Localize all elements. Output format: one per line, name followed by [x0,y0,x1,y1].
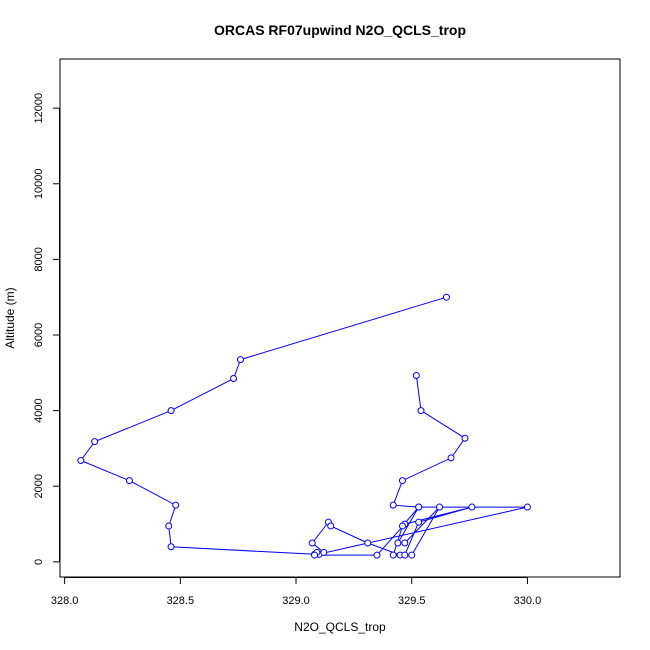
data-point [165,522,173,530]
data-point [401,551,409,559]
data-point [373,551,381,559]
y-tick-label: 12000 [33,93,45,124]
data-point [468,503,476,511]
x-tick-label: 330.0 [514,595,542,607]
data-point [415,518,423,526]
data-point [308,539,316,547]
data-point [167,407,175,415]
data-point [523,503,531,511]
data-point [398,477,406,485]
x-axis: 328.0 328.5 329.0 329.5 330.0 [51,577,541,607]
data-point [412,371,420,379]
chart-title: ORCAS RF07upwind N2O_QCLS_trop [214,22,466,38]
data-point [415,503,423,511]
data-point [394,539,402,547]
data-point [401,539,409,547]
y-axis: 0 2000 4000 6000 8000 10000 12000 [33,93,60,565]
data-point [461,434,469,442]
data-point [125,477,133,485]
data-point [417,407,425,415]
series-line [80,296,528,556]
y-tick-label: 2000 [33,474,45,498]
data-point [389,501,397,509]
y-tick-label: 10000 [33,168,45,199]
data-point [442,293,450,301]
y-tick-label: 8000 [33,247,45,271]
data-point [364,539,372,547]
data-point [320,548,328,556]
x-tick-label: 328.0 [51,595,79,607]
plot-area-frame [59,58,621,578]
data-point [389,551,397,559]
data-point [167,543,175,551]
x-tick-label: 329.0 [282,595,310,607]
y-axis-label: Altitude (m) [3,287,17,348]
x-tick-label: 329.5 [398,595,426,607]
data-point [236,356,244,364]
data-point [327,522,335,530]
y-tick-label: 4000 [33,398,45,422]
data-point [77,457,85,465]
x-tick-label: 328.5 [167,595,195,607]
x-axis-label: N2O_QCLS_trop [294,620,386,634]
y-tick-label: 6000 [33,323,45,347]
data-point [436,503,444,511]
data-point [408,551,416,559]
data-point [447,454,455,462]
data-point [311,551,319,559]
plot-series [77,293,531,559]
data-point [91,438,99,446]
data-point [398,522,406,530]
data-point [230,374,238,382]
data-point [172,501,180,509]
y-tick-label: 0 [33,559,45,565]
